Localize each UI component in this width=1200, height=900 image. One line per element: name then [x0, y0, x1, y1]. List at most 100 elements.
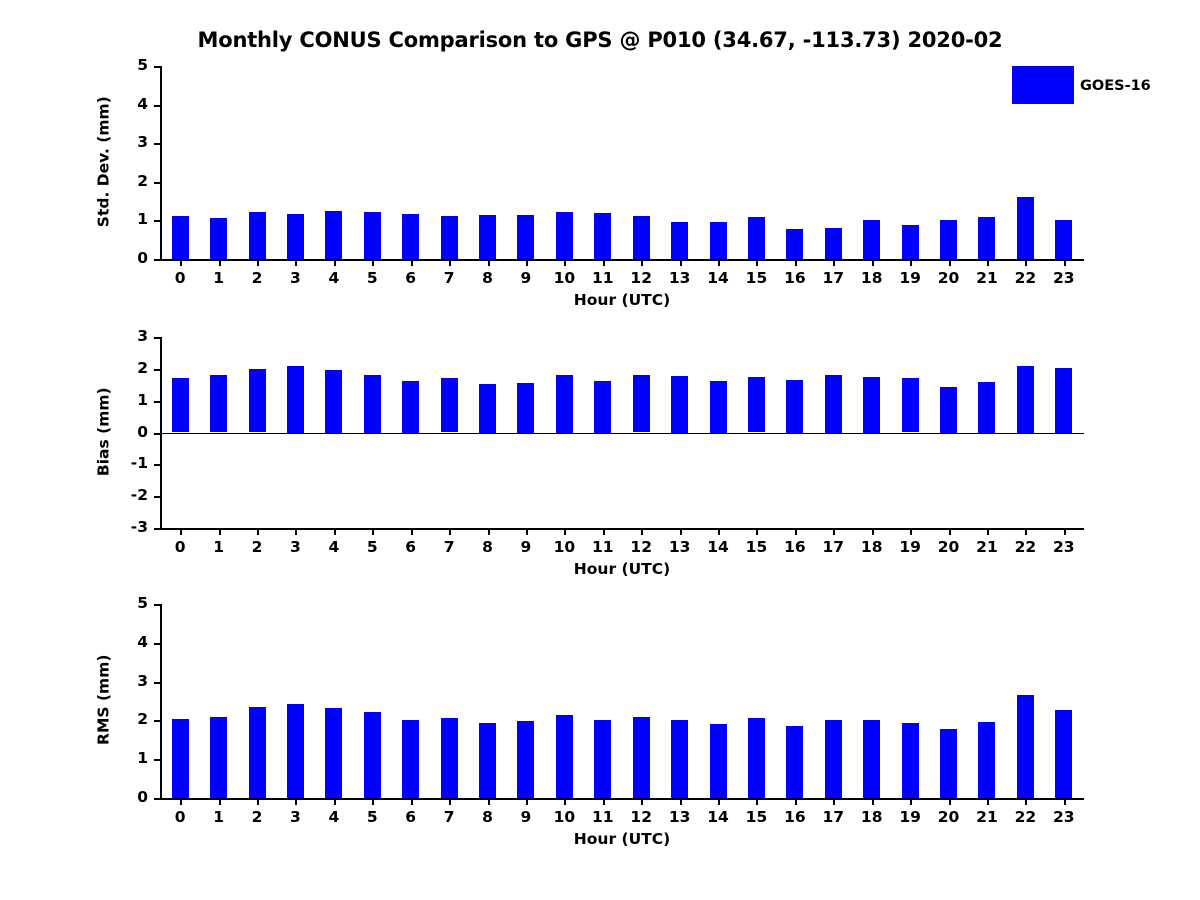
bar [249, 212, 266, 259]
bar [364, 375, 381, 433]
x-tick-label: 10 [553, 808, 576, 826]
x-tick-label: 3 [290, 538, 301, 556]
x-tick-label: 5 [366, 269, 378, 287]
bar [1055, 220, 1072, 259]
bar [556, 375, 573, 433]
bar [402, 214, 419, 259]
x-tick-mark [718, 260, 720, 266]
x-tick-label: 4 [328, 538, 340, 556]
bar [671, 720, 688, 798]
x-tick-mark [488, 260, 490, 266]
bar [940, 729, 957, 798]
x-tick-label: 22 [1014, 538, 1037, 556]
x-tick-mark [680, 260, 682, 266]
y-tick-label: 5 [137, 594, 148, 612]
x-tick-mark [872, 799, 874, 805]
bar [1017, 366, 1034, 433]
bar [325, 370, 342, 433]
x-tick-label: 14 [707, 808, 729, 826]
bar [364, 712, 381, 798]
y-tick-label: -1 [130, 454, 148, 473]
bar [249, 369, 266, 432]
x-tick-mark [680, 529, 682, 535]
y-tick-mark [154, 66, 160, 68]
x-tick-label: 0 [174, 538, 186, 556]
x-tick-label: 17 [822, 269, 845, 287]
x-tick-label: 5 [366, 538, 378, 556]
x-tick-mark [603, 529, 605, 535]
bar [940, 220, 957, 259]
bar [1055, 368, 1072, 433]
x-tick-mark [564, 260, 566, 266]
bar [633, 717, 650, 798]
x-tick-mark [1064, 529, 1066, 535]
y-tick-label: 5 [137, 56, 148, 74]
x-tick-label: 9 [520, 269, 532, 287]
x-tick-mark [872, 529, 874, 535]
x-tick-mark [795, 529, 797, 535]
x-tick-mark [680, 799, 682, 805]
bar [1055, 710, 1072, 798]
bar [978, 722, 995, 798]
bar [902, 723, 919, 798]
x-tick-label: 2 [251, 808, 263, 826]
x-tick-mark [1064, 260, 1066, 266]
bar [1017, 197, 1034, 259]
x-tick-label: 22 [1014, 808, 1037, 826]
x-tick-mark [526, 799, 528, 805]
y-tick-label: 1 [137, 390, 148, 409]
x-tick-mark [756, 260, 758, 266]
x-tick-label: 23 [1052, 269, 1075, 287]
x-tick-label: 6 [405, 269, 417, 287]
x-tick-mark [756, 799, 758, 805]
x-tick-label: 11 [591, 808, 614, 826]
x-tick-mark [603, 799, 605, 805]
y-axis-line [160, 604, 162, 799]
bar [325, 211, 342, 259]
x-tick-mark [488, 799, 490, 805]
x-tick-label: 11 [591, 269, 614, 287]
x-tick-mark [949, 260, 951, 266]
y-tick-mark [154, 720, 160, 722]
x-tick-label: 3 [290, 808, 301, 826]
x-tick-mark [334, 799, 336, 805]
x-axis-label: Hour (UTC) [573, 291, 671, 309]
x-tick-mark [718, 529, 720, 535]
y-tick-mark [154, 759, 160, 761]
bar [517, 383, 534, 433]
bar [172, 216, 189, 259]
x-tick-mark [603, 260, 605, 266]
bar [594, 213, 611, 259]
x-tick-mark [641, 799, 643, 805]
bar [863, 220, 880, 259]
y-tick-mark [154, 798, 160, 800]
bar [287, 214, 304, 259]
bar [748, 377, 765, 432]
x-tick-label: 6 [405, 538, 417, 556]
bar [556, 715, 573, 798]
x-tick-label: 17 [822, 538, 845, 556]
x-tick-mark [833, 799, 835, 805]
x-tick-mark [833, 260, 835, 266]
y-axis-line [160, 337, 162, 529]
y-tick-mark [154, 220, 160, 222]
bar [210, 375, 227, 432]
x-tick-label: 18 [860, 269, 883, 287]
x-tick-mark [833, 529, 835, 535]
x-tick-mark [910, 260, 912, 266]
x-tick-label: 2 [251, 538, 263, 556]
x-tick-label: 18 [860, 808, 883, 826]
x-tick-label: 2 [251, 269, 263, 287]
x-tick-mark [411, 799, 413, 805]
x-tick-label: 1 [213, 269, 225, 287]
x-axis-line [160, 798, 1084, 800]
bar [402, 720, 419, 798]
x-tick-mark [219, 529, 221, 535]
x-tick-label: 19 [899, 538, 921, 556]
bar [479, 384, 496, 433]
x-tick-mark [718, 799, 720, 805]
x-axis-label: Hour (UTC) [573, 830, 671, 848]
x-tick-mark [1064, 799, 1066, 805]
bar [863, 377, 880, 433]
x-axis-line [160, 259, 1084, 261]
